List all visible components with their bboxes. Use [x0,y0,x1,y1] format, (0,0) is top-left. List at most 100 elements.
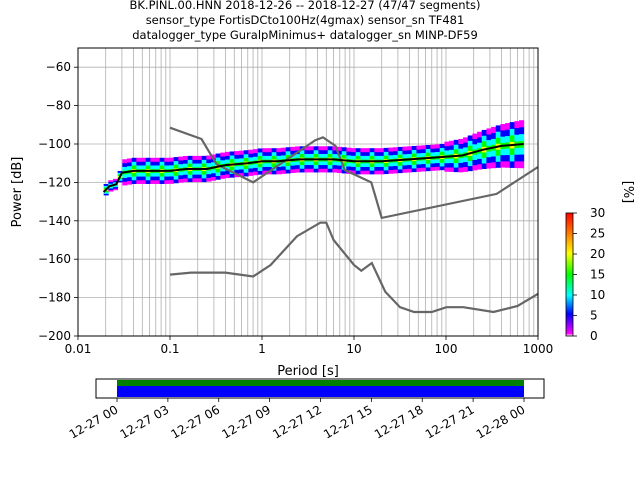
timeline-tick-label: 12-27 03 [118,402,172,441]
density-cell [416,149,422,154]
density-cell [211,169,217,174]
density-cell [402,150,408,155]
density-cell [453,162,459,168]
density-cell [514,154,520,162]
density-cell [313,168,319,173]
density-cell [182,174,189,179]
density-cell [509,122,515,129]
density-cell [519,154,525,162]
density-cell [295,164,301,169]
density-cell [159,179,165,184]
density-cell [145,176,151,181]
density-cell [318,161,324,166]
density-cell [290,165,296,170]
density-cell [369,151,375,156]
density-cell [374,170,380,175]
colorbar-tick-label: 0 [590,329,598,343]
density-cell [393,147,399,152]
density-cell [477,137,483,143]
density-cell [346,166,352,171]
density-cell [108,189,114,192]
density-cell [430,166,436,171]
density-cell [519,147,525,155]
density-cell [374,148,380,153]
density-cell [248,149,254,154]
density-cell [150,179,156,184]
density-cell [416,160,422,165]
density-cell [323,146,329,151]
density-cell [267,151,273,156]
density-cell [187,178,193,183]
density-cell [131,176,137,181]
density-cell [369,155,375,160]
y-axis-ticks: −60 −80 −100 −120 −140 −160 −180 −200 [38,60,78,343]
density-cell [201,174,207,179]
density-cell [467,165,473,172]
density-cell [145,157,151,162]
plot-frame [77,47,539,337]
density-cell [360,151,366,156]
density-cell [505,161,511,168]
density-cell [439,158,445,163]
density-cell [304,161,310,166]
density-cell [285,162,291,167]
density-cell [281,169,287,174]
density-cell [514,134,520,142]
density-cell [360,155,366,160]
y-tick-label: −180 [38,291,71,305]
density-cell [164,157,170,162]
density-cell [430,159,436,164]
density-cell [168,172,175,177]
density-cell [257,163,263,168]
density-cell [435,144,441,149]
density-cell [519,120,525,128]
density-cell [253,152,259,157]
density-cell [313,153,319,158]
density-cell [374,155,380,160]
density-cell [449,162,455,168]
density-cell [117,172,123,175]
density-cell [173,160,179,165]
density-cell [332,164,338,169]
density-cell [131,172,137,177]
density-cell [295,168,301,173]
density-cell [262,155,268,160]
density-cell [201,163,207,168]
density-cell [477,153,483,159]
density-cell [500,124,506,131]
density-cell [341,147,347,152]
density-cell [136,179,142,184]
density-cell [346,151,352,156]
density-cell [509,154,515,162]
density-cell [383,151,389,156]
density-cell [393,165,399,170]
density-cell [122,166,128,171]
density-cell [103,193,109,196]
density-cell [295,153,301,158]
density-cell [154,176,161,181]
density-cell [197,170,203,175]
density-cell [211,154,217,159]
density-cell [337,146,343,151]
density-cell [481,152,487,158]
density-cell [164,165,170,170]
density-cell [243,153,249,158]
density-cell [173,171,179,176]
density-cell [299,149,305,154]
density-cell [323,168,329,173]
y-tick-label: −200 [38,329,71,343]
density-cell [360,170,366,175]
density-cell [145,172,151,177]
density-cell [192,170,198,175]
colorbar-label: [%] [620,181,635,204]
density-cell [150,165,156,170]
density-cell [187,170,193,175]
x-tick-label: 0.1 [160,342,179,356]
density-cell [393,162,399,167]
y-tick-label: −160 [38,252,71,266]
x-axis-ticks: 0.01 0.1 1 10 100 1000 [65,336,553,356]
density-cell [281,147,287,152]
density-cell [444,150,450,155]
density-cell [206,155,212,160]
density-cell [486,156,492,163]
